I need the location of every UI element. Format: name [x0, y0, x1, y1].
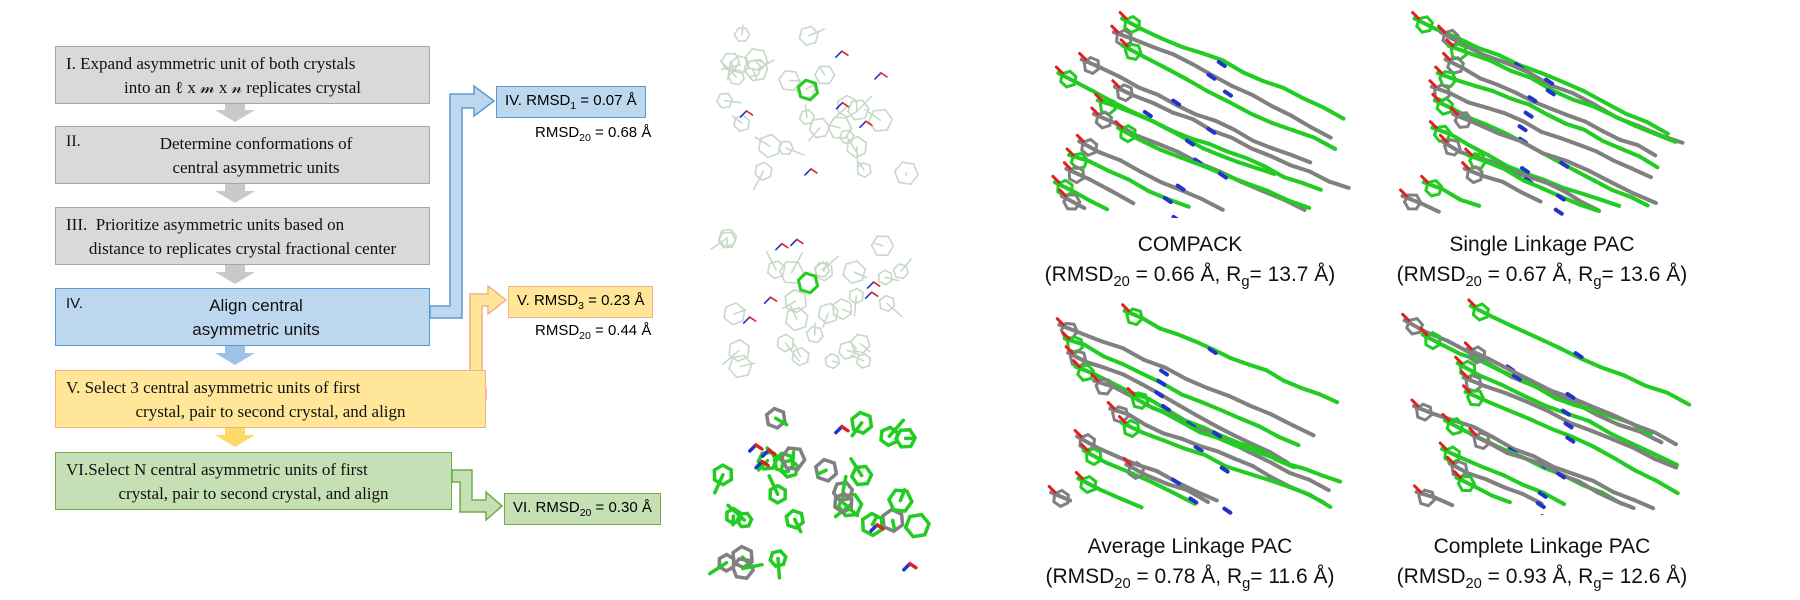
- result-iv-value: = 0.07 Å: [576, 92, 637, 109]
- step-1-line1: Expand asymmetric unit of both crystals: [80, 54, 356, 73]
- result-vi-box: VI. RMSD20 = 0.30 Å: [504, 493, 661, 525]
- step-6-numeral: VI.: [66, 460, 89, 479]
- step-5-box: V. Select 3 central asymmetric units of …: [55, 370, 486, 428]
- caption-average-title: Average Linkage PAC: [1087, 535, 1293, 558]
- step-1-line2: into an ℓ x 𝓂 x 𝓃 replicates crystal: [124, 78, 361, 97]
- step-5-numeral: V.: [66, 378, 81, 397]
- down-arrow-5: [215, 427, 255, 447]
- caption-complete-values: (RMSD20 = 0.93 Å, Rg= 12.6 Å): [1396, 565, 1688, 593]
- caption-complete-title: Complete Linkage PAC: [1433, 535, 1651, 558]
- down-arrow-3: [215, 264, 255, 284]
- caption-average-values: (RMSD20 = 0.78 Å, Rg= 11.6 Å): [1045, 565, 1335, 593]
- result-vi-label: VI. RMSD: [513, 499, 580, 516]
- caption-average-linkage: Average Linkage PAC (RMSD20 = 0.78 Å, Rg…: [1040, 532, 1340, 599]
- caption-compack-title: COMPACK: [1137, 233, 1243, 256]
- crystal-single-linkage: [1399, 11, 1685, 216]
- step-5-line1: Select 3 central asymmetric units of fir…: [84, 378, 361, 397]
- step-1-numeral: I.: [66, 54, 76, 73]
- step-4-line2: asymmetric units: [192, 320, 320, 339]
- green-side-arrow: [451, 469, 504, 522]
- result-iv-sub: 1: [570, 100, 577, 112]
- molecule-overlay-iv: [716, 24, 919, 191]
- caption-single-title: Single Linkage PAC: [1449, 233, 1635, 256]
- caption-compack-values: (RMSD20 = 0.66 Å, Rg= 13.7 Å): [1044, 263, 1336, 291]
- step-3-line2: distance to replicates crystal fractiona…: [88, 239, 397, 258]
- crystal-complete-linkage: [1401, 298, 1692, 515]
- step-1-box: I. Expand asymmetric unit of both crysta…: [55, 46, 430, 104]
- step-3-line1: Prioritize asymmetric units based on: [95, 215, 345, 234]
- molecule-overlay-vi: [707, 406, 932, 581]
- step-5-line2: crystal, pair to second crystal, and ali…: [135, 402, 406, 421]
- result-v-rmsd20: RMSD20 = 0.44 Å: [535, 322, 652, 342]
- result-v-sub: 3: [578, 300, 584, 312]
- result-iv-rmsd20: RMSD20 = 0.68 Å: [535, 124, 652, 144]
- result-vi-value: = 0.30 Å: [591, 499, 652, 516]
- down-arrow-1: [215, 102, 255, 122]
- crystal-compack: [1051, 11, 1351, 218]
- down-arrow-2: [215, 183, 255, 203]
- step-4-line1: Align central: [209, 296, 303, 315]
- result-iv-box: IV. RMSD1 = 0.07 Å: [496, 86, 646, 118]
- result-v-label: V. RMSD: [517, 292, 579, 309]
- result-v-value: = 0.23 Å: [583, 292, 645, 309]
- step-3-box: III. Prioritize asymmetric units based o…: [55, 207, 430, 265]
- caption-compack: COMPACK (RMSD20 = 0.66 Å, Rg= 13.7 Å): [1040, 230, 1340, 297]
- molecule-overlay-v: [710, 228, 913, 379]
- crystal-average-linkage: [1047, 303, 1343, 515]
- caption-single-values: (RMSD20 = 0.67 Å, Rg= 13.6 Å): [1396, 263, 1688, 291]
- blue-side-arrow: [429, 84, 496, 319]
- step-2-numeral: II.: [66, 133, 81, 150]
- step-4-numeral: IV.: [66, 295, 83, 312]
- step-2-box: II. Determine conformations of central a…: [55, 126, 430, 184]
- result-iv-label: IV. RMSD: [505, 92, 571, 109]
- step-6-line1: Select N central asymmetric units of fir…: [88, 460, 368, 479]
- down-arrow-4: [215, 345, 255, 365]
- step-4-box: IV. Align central asymmetric units: [55, 288, 430, 346]
- step-6-box: VI.Select N central asymmetric units of …: [55, 452, 452, 510]
- step-2-line1: Determine conformations of: [159, 134, 353, 153]
- step-2-line2: central asymmetric units: [172, 158, 340, 177]
- step-6-line2: crystal, pair to second crystal, and ali…: [118, 484, 389, 503]
- caption-complete-linkage: Complete Linkage PAC (RMSD20 = 0.93 Å, R…: [1392, 532, 1692, 599]
- result-vi-sub: 20: [579, 507, 592, 519]
- step-3-numeral: III.: [66, 215, 88, 234]
- result-v-box: V. RMSD3 = 0.23 Å: [508, 286, 654, 318]
- caption-single-linkage: Single Linkage PAC (RMSD20 = 0.67 Å, Rg=…: [1392, 230, 1692, 297]
